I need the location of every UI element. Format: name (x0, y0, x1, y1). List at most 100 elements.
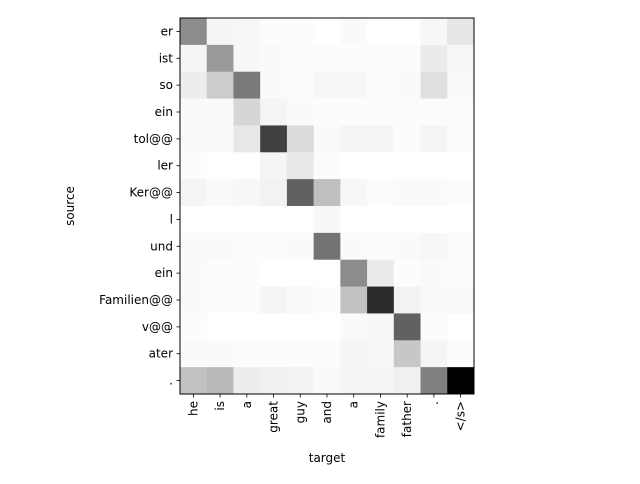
heatmap-cell (313, 18, 341, 46)
heatmap-cell (180, 18, 208, 46)
heatmap-cell (367, 152, 395, 180)
heatmap-cell (286, 206, 314, 234)
heatmap-cell (260, 179, 288, 207)
heatmap-cell (393, 18, 421, 46)
heatmap-cell (180, 152, 208, 180)
heatmap-cell (313, 98, 341, 126)
y-tick-label: Ker@@ (129, 186, 173, 200)
heatmap-cell (286, 152, 314, 180)
heatmap-cell (313, 286, 341, 314)
heatmap-cell (286, 179, 314, 207)
heatmap-cell (260, 98, 288, 126)
heatmap-cell (420, 259, 448, 287)
heatmap-cell (447, 206, 475, 234)
x-tick-label: is (213, 401, 227, 411)
heatmap-cell (313, 340, 341, 368)
y-tick-label: ein (155, 105, 173, 119)
heatmap-cell (340, 313, 368, 341)
heatmap-cell (393, 232, 421, 261)
y-tick-label: er (161, 24, 173, 38)
heatmap-cell (233, 367, 261, 395)
x-tick-label: great (267, 401, 281, 433)
heatmap-cell (367, 98, 395, 126)
x-axis-ticks: he is a great guy and a family father. </s> (186, 394, 468, 438)
heatmap-cell (447, 179, 475, 207)
heatmap-cell (367, 44, 395, 73)
heatmap-cell (206, 232, 234, 261)
heatmap-cell (367, 179, 395, 207)
heatmap-cell (367, 71, 395, 99)
y-tick-label: l (170, 212, 173, 226)
y-tick-label: . (169, 374, 173, 388)
heatmap-cell (393, 152, 421, 180)
heatmap-cell (340, 259, 368, 287)
heatmap-cell (286, 340, 314, 368)
heatmap-cell (233, 71, 261, 99)
heatmap-cell (340, 125, 368, 153)
heatmap-cell (233, 179, 261, 207)
heatmap-cell (340, 340, 368, 368)
heatmap-cell (420, 313, 448, 341)
heatmap-cell (286, 313, 314, 341)
y-tick-label: Familien@@ (99, 293, 173, 307)
heatmap-cell (447, 286, 475, 314)
heatmap-cell (260, 286, 288, 314)
x-tick-label: guy (293, 401, 307, 423)
heatmap-cell (180, 44, 208, 73)
heatmap-cell (393, 259, 421, 287)
heatmap-cell (180, 367, 208, 395)
heatmap-cell (367, 367, 395, 395)
heatmap-cell (180, 125, 208, 153)
heatmap-cell (340, 179, 368, 207)
x-tick-label: </s> (454, 401, 468, 431)
heatmap-cell (340, 152, 368, 180)
heatmap-cell (420, 179, 448, 207)
heatmap-cell (447, 259, 475, 287)
heatmap-cell (340, 18, 368, 46)
heatmap-cell (313, 152, 341, 180)
heatmap-cell (206, 152, 234, 180)
heatmap-cell (286, 125, 314, 153)
x-tick-label: and (320, 401, 334, 424)
heatmap-cell (260, 152, 288, 180)
heatmap-cell (286, 259, 314, 287)
heatmap-cells (180, 18, 475, 395)
heatmap-cell (260, 367, 288, 395)
heatmap-cell (286, 44, 314, 73)
heatmap-cell (367, 206, 395, 234)
heatmap-cell (206, 367, 234, 395)
heatmap-cell (233, 152, 261, 180)
heatmap-cell (313, 125, 341, 153)
heatmap-cell (233, 340, 261, 368)
heatmap-cell (313, 313, 341, 341)
x-tick-label: father (400, 401, 414, 437)
heatmap-cell (447, 44, 475, 73)
heatmap-cell (260, 125, 288, 153)
heatmap-cell (206, 179, 234, 207)
heatmap-cell (233, 18, 261, 46)
heatmap-cell (180, 232, 208, 261)
y-tick-label: ater (149, 347, 173, 361)
heatmap-cell (206, 44, 234, 73)
heatmap-cell (393, 206, 421, 234)
heatmap-cell (260, 71, 288, 99)
heatmap-cell (367, 18, 395, 46)
heatmap-cell (233, 98, 261, 126)
heatmap-cell (286, 367, 314, 395)
heatmap-cell (180, 313, 208, 341)
heatmap-cell (420, 44, 448, 73)
heatmap-cell (447, 313, 475, 341)
heatmap-cell (420, 367, 448, 395)
heatmap-cell (447, 152, 475, 180)
heatmap-cell (393, 313, 421, 341)
heatmap-cell (393, 340, 421, 368)
heatmap-cell (367, 340, 395, 368)
heatmap-cell (393, 125, 421, 153)
heatmap-cell (393, 179, 421, 207)
heatmap-cell (206, 313, 234, 341)
heatmap-cell (260, 232, 288, 261)
heatmap-cell (206, 125, 234, 153)
x-axis-label: target (309, 451, 346, 465)
